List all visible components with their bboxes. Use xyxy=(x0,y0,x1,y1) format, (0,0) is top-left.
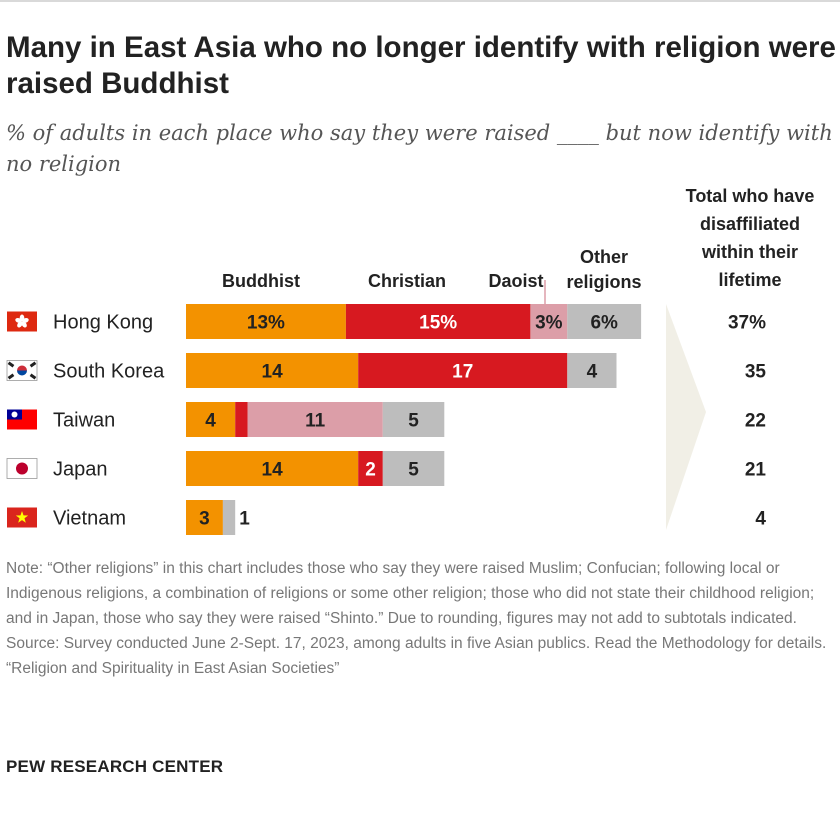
totals-header-line: within their xyxy=(701,242,798,262)
bar-segment xyxy=(567,304,642,339)
flag-trigram xyxy=(7,373,15,380)
bar-segment xyxy=(222,500,236,535)
legend-label: Buddhist xyxy=(222,271,300,291)
flag-taeguk-red xyxy=(17,365,27,371)
flag-petal xyxy=(15,317,22,323)
bar-segment xyxy=(247,402,383,437)
bar-segment xyxy=(358,353,568,388)
total-value: 35 xyxy=(745,362,767,383)
data-label: 3 xyxy=(199,509,210,530)
report-title: “Religion and Spirituality in East Asian… xyxy=(6,660,340,677)
bar-segment xyxy=(345,304,531,339)
category-label: Japan xyxy=(53,459,108,481)
total-value: 37% xyxy=(728,313,766,334)
total-value: 4 xyxy=(755,509,766,530)
category-label: Hong Kong xyxy=(53,312,153,334)
flag-petal xyxy=(17,321,23,328)
bar-segment xyxy=(382,451,445,486)
chart-title: Many in East Asia who no longer identify… xyxy=(6,31,836,100)
data-label: 11 xyxy=(305,411,326,432)
data-label: 14 xyxy=(262,460,284,481)
source-note: Source: Survey conducted June 2-Sept. 17… xyxy=(6,635,827,652)
flag-disc xyxy=(16,462,28,475)
flag-trigram xyxy=(7,361,15,368)
category-label: South Korea xyxy=(53,361,165,383)
bar-segment xyxy=(186,500,223,535)
legend-label: Other xyxy=(580,247,628,267)
japan-flag-icon xyxy=(6,458,38,479)
totals-arrow-shape xyxy=(666,304,706,530)
top-divider xyxy=(0,0,840,2)
chart-subtitle: % of adults in each place who say they w… xyxy=(6,121,833,176)
bar-segment xyxy=(530,304,568,339)
taiwan-flag-icon xyxy=(7,409,37,430)
bar-segment xyxy=(186,304,346,339)
bar-segment xyxy=(186,451,359,486)
bar-segment xyxy=(235,402,248,437)
totals-header-line: Total who have xyxy=(686,186,815,206)
data-label: 2 xyxy=(365,460,376,481)
flag-petal xyxy=(21,321,27,328)
category-label: Vietnam xyxy=(53,508,126,530)
data-label: 5 xyxy=(408,411,419,432)
data-label: 3% xyxy=(535,313,563,334)
chart-footer: Note: “Other religions” in this chart in… xyxy=(6,556,836,681)
flag-sun xyxy=(11,411,18,418)
bar-segment xyxy=(382,402,445,437)
flag-star xyxy=(15,511,29,523)
bar-segment xyxy=(358,451,383,486)
category-label: Taiwan xyxy=(53,410,115,432)
data-label: 6% xyxy=(590,313,618,334)
legend-label: religions xyxy=(566,272,641,292)
hong-kong-flag-icon xyxy=(7,311,37,332)
bar-segment xyxy=(567,353,617,388)
flag-trigram xyxy=(29,361,37,368)
data-label: 4 xyxy=(587,362,598,383)
bar-segment xyxy=(186,402,236,437)
flag-taeguk-blue xyxy=(17,370,27,376)
total-value: 21 xyxy=(745,460,767,481)
total-value: 22 xyxy=(745,411,766,432)
footnote: Note: “Other religions” in this chart in… xyxy=(6,560,815,627)
brand-logo-text: PEW RESEARCH CENTER xyxy=(6,757,224,776)
vietnam-flag-icon xyxy=(7,507,37,528)
flag-trigram xyxy=(29,373,37,380)
legend-label: Daoist xyxy=(488,271,543,291)
bar-segment xyxy=(186,353,359,388)
data-label: 14 xyxy=(262,362,284,383)
totals-header-line: lifetime xyxy=(718,270,781,290)
totals-header-line: disaffiliated xyxy=(700,214,800,234)
south-korea-flag-icon xyxy=(6,360,38,381)
data-label: 17 xyxy=(452,362,473,383)
data-label: 15% xyxy=(419,313,457,334)
data-label: 4 xyxy=(205,411,216,432)
flag-field xyxy=(7,311,37,332)
stacked-bar-chart: Total who have disaffiliated within their l… xyxy=(6,186,815,535)
data-label: 13% xyxy=(247,313,285,334)
legend-label: Christian xyxy=(368,271,446,291)
data-label: 5 xyxy=(408,460,419,481)
data-label: 1 xyxy=(239,509,250,530)
